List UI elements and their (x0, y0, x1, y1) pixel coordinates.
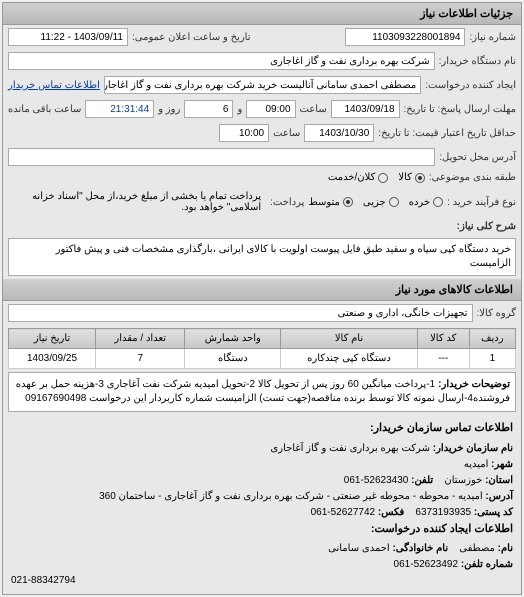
td-unit: دستگاه (185, 349, 281, 369)
validity-time-field: 10:00 (219, 124, 269, 142)
province-value: خوزستان (444, 475, 482, 486)
buyer-device-label: نام دستگاه خریدار: (439, 56, 516, 67)
th-date: تاریخ نیاز (9, 329, 96, 349)
postal-value: 6373193935 (415, 507, 471, 518)
req-phone-label: شماره تلفن: (461, 559, 513, 570)
remaining-days-field: 6 (184, 100, 233, 118)
radio-label: کلان/خدمت (328, 172, 375, 183)
table-row: 1 --- دستگاه کپی چندکاره دستگاه 7 1403/0… (9, 349, 516, 369)
payment-label: پرداخت: (270, 197, 304, 208)
fax-value: 52627742-061 (311, 507, 376, 518)
deadline-and: و (237, 104, 242, 115)
city-label: شهر: (491, 459, 513, 470)
radio-icon (415, 173, 425, 183)
description-text: خرید دستگاه کپی سیاه و سفید طبق فایل پیو… (8, 238, 516, 276)
radio-label: متوسط (308, 197, 339, 208)
fax-label: فکس: (378, 507, 404, 518)
announce-date-field: 1403/09/11 - 11:22 (8, 28, 128, 46)
td-code: --- (417, 349, 469, 369)
td-qty: 7 (96, 349, 185, 369)
remaining-days-label: روز و (158, 104, 180, 115)
payment-note: پرداخت تمام یا بخشی از مبلغ خرید،از محل … (8, 189, 266, 215)
radio-medium[interactable]: متوسط (308, 197, 352, 208)
unit-label: طبقه بندی موضوعی: (429, 172, 516, 183)
deadline-date-field: 1403/09/18 (331, 100, 400, 118)
announce-date-label: تاریخ و ساعت اعلان عمومی: (132, 32, 251, 43)
goods-group-label: گروه کالا: (477, 308, 516, 319)
description-label: شرح کلی نیاز: (457, 221, 516, 232)
goods-table: ردیف کد کالا نام کالا واحد شمارش تعداد /… (8, 328, 516, 369)
name-value: مصطفی (459, 543, 495, 554)
th-unit: واحد شمارش (185, 329, 281, 349)
radio-icon (389, 197, 399, 207)
city-value: امیدیه (464, 459, 489, 470)
process-radio-group: خرده جزیی متوسط (308, 197, 443, 208)
td-name: دستگاه کپی چندکاره (281, 349, 417, 369)
contact-header: اطلاعات تماس سازمان خریدار: (11, 420, 513, 438)
buyer-notes-label: توضیحات خریدار: (438, 379, 510, 390)
remaining-time-field: 21:31:44 (85, 100, 154, 118)
radio-installment[interactable]: کالا (398, 172, 425, 183)
deadline-time-label: ساعت (300, 104, 327, 115)
address-label: آدرس: (485, 491, 513, 502)
delivery-address-label: آدرس محل تحویل: (439, 152, 516, 163)
table-header-row: ردیف کد کالا نام کالا واحد شمارش تعداد /… (9, 329, 516, 349)
address-value: امیدیه - محوطه - محوطه غیر صنعتی - شرکت … (99, 491, 483, 502)
th-code: کد کالا (417, 329, 469, 349)
td-date: 1403/09/25 (9, 349, 96, 369)
creator-field: مصطفی احمدی سامانی آنالیست خرید شرکت بهر… (104, 76, 421, 94)
validity-label: حداقل تاریخ اعتبار قیمت: تا تاریخ: (378, 128, 516, 139)
validity-date-field: 1403/10/30 (304, 124, 374, 142)
buyer-device-field: شرکت بهره برداری نفت و گاز اغاجاری (8, 52, 435, 70)
org-label: نام سازمان خریدار: (433, 443, 513, 454)
radio-label: جزیی (363, 197, 386, 208)
radio-all-cash[interactable]: کلان/خدمت (328, 172, 388, 183)
deadline-time-field: 09:00 (246, 100, 295, 118)
buyer-contact-link[interactable]: اطلاعات تماس خریدار (8, 80, 100, 91)
radio-label: کالا (398, 172, 412, 183)
radio-icon (343, 197, 353, 207)
quantity-label: نوع فرآیند خرید : (447, 197, 516, 208)
th-row: ردیف (469, 329, 515, 349)
buyer-notes-text: 1-پرداخت میانگین 60 روز پس از تحویل کالا… (16, 379, 510, 404)
name-label: نام: (498, 543, 513, 554)
remaining-label: ساعت باقی مانده (8, 104, 81, 115)
org-value: شرکت بهره برداری نفت و گاز آغاجاری (270, 443, 430, 454)
validity-time-label: ساعت (273, 128, 300, 139)
creator-label: ایجاد کننده درخواست: (425, 80, 516, 91)
province-label: استان: (485, 475, 513, 486)
req-phone-value: 52623492-061 (394, 559, 459, 570)
td-row: 1 (469, 349, 515, 369)
goods-group-field: تجهیزات خانگی، اداری و صنعتی (8, 304, 473, 322)
radio-fine[interactable]: خرده (409, 197, 443, 208)
goods-info-header: اطلاعات کالاهای مورد نیاز (3, 279, 521, 301)
postal-label: کد پستی: (474, 507, 513, 518)
request-info-header: اطلاعات ایجاد کننده درخواست: (11, 521, 513, 539)
footer-phone: 021-88342794 (11, 575, 76, 586)
th-name: نام کالا (281, 329, 417, 349)
phone-value: 52623430-061 (344, 475, 409, 486)
buyer-notes-section: توضیحات خریدار: 1-پرداخت میانگین 60 روز … (8, 372, 516, 412)
radio-label: خرده (409, 197, 430, 208)
delivery-address-field (8, 148, 435, 166)
radio-icon (378, 173, 388, 183)
request-number-field: 1103093228001894 (345, 28, 465, 46)
radio-icon (433, 197, 443, 207)
details-header: جزئیات اطلاعات نیاز (3, 3, 521, 25)
th-qty: تعداد / مقدار (96, 329, 185, 349)
family-label: نام خانوادگی: (392, 543, 448, 554)
request-number-label: شماره نیاز: (469, 32, 516, 43)
phone-label: تلفن: (411, 475, 433, 486)
contact-section: اطلاعات تماس سازمان خریدار: نام سازمان خ… (3, 415, 521, 594)
radio-partial[interactable]: جزیی (363, 197, 399, 208)
family-value: احمدی سامانی (328, 543, 390, 554)
deadline-label: مهلت ارسال پاسخ: تا تاریخ: (404, 104, 516, 115)
category-radio-group: کالا کلان/خدمت (328, 172, 425, 183)
